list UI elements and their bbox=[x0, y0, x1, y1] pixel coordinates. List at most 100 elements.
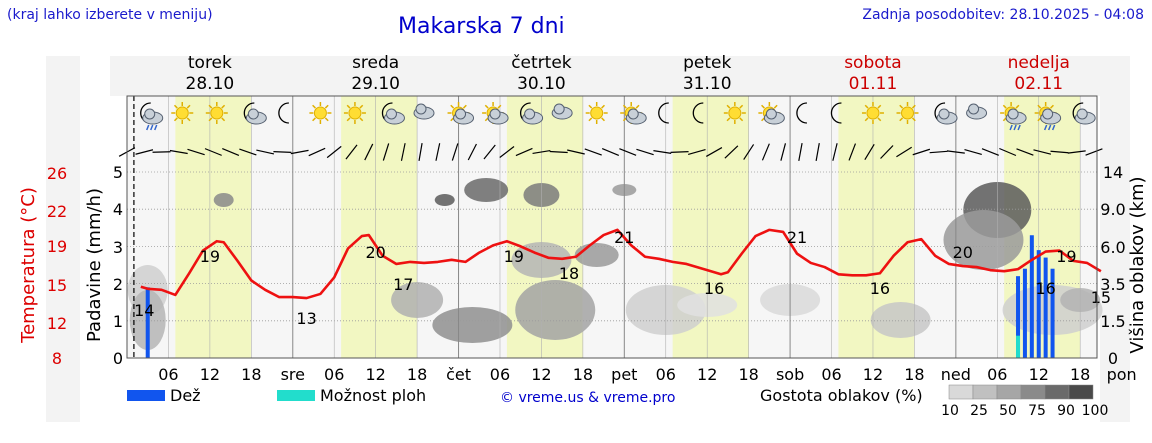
cloud-density-legend-label: Gostota oblakov (%) bbox=[760, 386, 923, 405]
wind-barb bbox=[724, 145, 739, 159]
x-tick-label: 06 bbox=[656, 365, 676, 384]
sun-cloud-icon bbox=[758, 102, 785, 125]
sun-icon bbox=[896, 102, 919, 124]
cloud-density-level: 100 bbox=[1082, 403, 1109, 419]
shower-legend-label: Možnost ploh bbox=[320, 386, 426, 405]
wind-barb bbox=[382, 143, 390, 161]
temperature-tick-label: 15 bbox=[47, 276, 67, 295]
wind-barb bbox=[896, 146, 912, 158]
sun-icon bbox=[343, 102, 366, 124]
moon-cloud-icon bbox=[934, 102, 958, 125]
x-tick-label: 12 bbox=[200, 365, 220, 384]
temperature-label: 13 bbox=[296, 309, 316, 328]
day-name: četrtek bbox=[511, 53, 572, 73]
wind-barb bbox=[326, 145, 342, 159]
wind-barb bbox=[1033, 149, 1052, 155]
x-tick-label: ned bbox=[941, 365, 971, 384]
cloud-density-level: 75 bbox=[1028, 403, 1046, 419]
cloud-icon bbox=[551, 103, 573, 120]
cloud-icon bbox=[413, 103, 435, 120]
precip-tick-label: 0 bbox=[113, 349, 123, 368]
wind-barb bbox=[400, 143, 406, 161]
wind-barb bbox=[946, 150, 965, 154]
cloud-density-area bbox=[213, 193, 234, 207]
wind-barb bbox=[1067, 150, 1086, 154]
wind-barb bbox=[483, 144, 496, 160]
cloud-density-area bbox=[515, 280, 596, 340]
wind-barb bbox=[135, 149, 154, 155]
moon-cloud-icon bbox=[1072, 102, 1096, 125]
cloud-height-tick-label: 9.0 bbox=[1100, 200, 1125, 219]
day-date: 02.11 bbox=[1014, 74, 1063, 94]
wind-barb bbox=[1016, 148, 1034, 156]
cloud-height-tick-label: 3.5 bbox=[1100, 275, 1125, 294]
cloud-density-area bbox=[434, 194, 455, 206]
cloud-density-area bbox=[464, 178, 509, 202]
cloud-density-swatch bbox=[948, 384, 974, 400]
wind-barb bbox=[451, 143, 459, 161]
x-tick-label: čet bbox=[446, 365, 471, 384]
wind-barb bbox=[864, 143, 875, 161]
moon-cloud-icon bbox=[243, 102, 267, 125]
sun-cloud-icon bbox=[447, 102, 475, 125]
rain-bar bbox=[1050, 268, 1055, 358]
x-tick-label: sre bbox=[281, 365, 305, 384]
temperature-label: 20 bbox=[953, 243, 973, 262]
x-tick-label: pet bbox=[611, 365, 637, 384]
wind-barb bbox=[308, 147, 326, 157]
temperature-label: 21 bbox=[614, 228, 634, 247]
wind-barb bbox=[290, 149, 309, 155]
rain-legend-swatch bbox=[127, 390, 165, 401]
cloud-density-swatch bbox=[1068, 384, 1094, 400]
cloud-density-swatch bbox=[1020, 384, 1046, 400]
sun-icon bbox=[309, 102, 332, 124]
cloud-density-swatch bbox=[1044, 384, 1070, 400]
x-tick-label: 06 bbox=[490, 365, 510, 384]
wind-barb bbox=[832, 143, 838, 161]
wind-barb bbox=[549, 150, 568, 154]
x-tick-label: 12 bbox=[1029, 365, 1049, 384]
wind-barb bbox=[584, 148, 602, 156]
day-name: petek bbox=[683, 53, 731, 73]
rain-bar bbox=[1022, 268, 1027, 358]
temperature-label: 15 bbox=[1091, 288, 1111, 307]
wind-barb bbox=[929, 150, 948, 154]
wind-barb bbox=[435, 143, 441, 161]
precip-tick-label: 4 bbox=[113, 200, 123, 219]
temperature-label: 16 bbox=[704, 279, 724, 298]
shower-bar bbox=[1016, 335, 1021, 358]
wind-barb bbox=[880, 145, 894, 159]
daylight-band bbox=[175, 96, 252, 358]
wind-barb bbox=[1085, 148, 1103, 156]
day-name: sobota bbox=[844, 53, 902, 73]
sun-icon bbox=[585, 102, 608, 124]
sun-icon bbox=[171, 102, 194, 124]
moon-icon bbox=[278, 102, 289, 124]
wind-barb bbox=[999, 147, 1017, 157]
wind-barb bbox=[780, 143, 787, 161]
cloud-density-area bbox=[432, 307, 513, 343]
sun-icon bbox=[861, 102, 884, 124]
wind-barb bbox=[636, 148, 654, 156]
cloud-axis-title: Višina oblakov (km) bbox=[1127, 176, 1148, 353]
temperature-tick-label: 12 bbox=[47, 314, 67, 333]
cloud-density-level: 50 bbox=[999, 403, 1017, 419]
x-tick-label: 18 bbox=[241, 365, 261, 384]
weather-icons bbox=[140, 102, 1096, 131]
cloud-density-area bbox=[870, 302, 931, 338]
shower-legend-swatch bbox=[277, 390, 315, 401]
wind-barb bbox=[169, 149, 188, 155]
cloud-height-tick-label: 1.5 bbox=[1100, 312, 1125, 331]
wind-barb bbox=[345, 144, 358, 160]
day-date: 29.10 bbox=[351, 74, 400, 94]
wind-barb bbox=[499, 146, 515, 158]
x-tick-label: 18 bbox=[573, 365, 593, 384]
temperature-label: 20 bbox=[365, 243, 385, 262]
wind-barb bbox=[912, 148, 931, 156]
wind-barb bbox=[222, 147, 240, 157]
x-tick-label: 06 bbox=[324, 365, 344, 384]
plot-background bbox=[127, 96, 1097, 358]
cloud-density-swatch bbox=[972, 384, 998, 400]
wind-barb bbox=[532, 149, 551, 155]
x-tick-label: 18 bbox=[1070, 365, 1090, 384]
